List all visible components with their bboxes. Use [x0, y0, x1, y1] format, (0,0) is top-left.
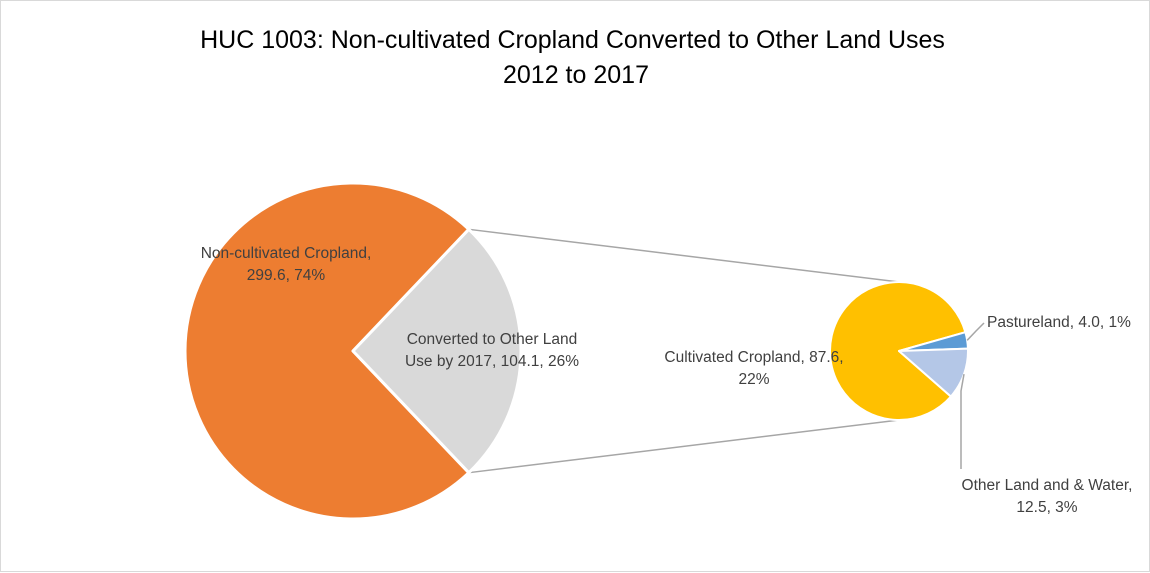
data-label-cultivated-cropland-line-2: 22%	[738, 371, 769, 388]
data-label-pastureland-line-1: Pastureland, 4.0, 1%	[987, 314, 1131, 331]
connector-lines	[468, 228, 900, 474]
data-label-cultivated-cropland-line-1: Cultivated Cropland, 87.6,	[664, 349, 843, 366]
chart-title: HUC 1003: Non-cultivated Cropland Conver…	[200, 26, 952, 89]
data-label-other-land-and-water-line-2: 12.5, 3%	[1016, 499, 1077, 516]
main-pie	[183, 181, 523, 521]
connector-line-bottom	[468, 419, 900, 474]
chart-title-line-1: HUC 1003: Non-cultivated Cropland Conver…	[200, 26, 945, 54]
data-label-pastureland: Pastureland, 4.0, 1%	[987, 314, 1131, 331]
chart-title-line-2: 2012 to 2017	[503, 61, 649, 89]
slice-cultivated-cropland-87-6	[829, 281, 967, 421]
connector-line-top	[468, 228, 900, 283]
leader-line-other-land	[960, 374, 965, 469]
data-label-other-land-and-water: Other Land and & Water, 12.5, 3%	[962, 477, 1133, 516]
data-label-cultivated-cropland: Cultivated Cropland, 87.6, 22%	[664, 349, 843, 388]
data-label-non-cultivated-cropland-line-2: 299.6, 74%	[247, 267, 326, 284]
leader-lines	[960, 322, 985, 469]
data-label-other-land-and-water-line-1: Other Land and & Water,	[962, 477, 1133, 494]
leader-line-pastureland	[966, 322, 985, 341]
data-label-non-cultivated-cropland: Non-cultivated Cropland, 299.6, 74%	[201, 245, 372, 284]
data-labels: Non-cultivated Cropland, 299.6, 74% Conver…	[201, 245, 1133, 516]
data-label-non-cultivated-cropland-line-1: Non-cultivated Cropland,	[201, 245, 372, 262]
data-label-converted-to-other-land-line-2: Use by 2017, 104.1, 26%	[405, 353, 579, 370]
secondary-pie	[829, 281, 969, 421]
data-label-converted-to-other-land-line-1: Converted to Other Land	[407, 331, 578, 348]
slice-non-cultivated-cropland	[183, 181, 471, 521]
slice-converted-to-other-land	[351, 227, 523, 475]
data-label-converted-to-other-land: Converted to Other Land Use by 2017, 104.…	[405, 331, 579, 370]
